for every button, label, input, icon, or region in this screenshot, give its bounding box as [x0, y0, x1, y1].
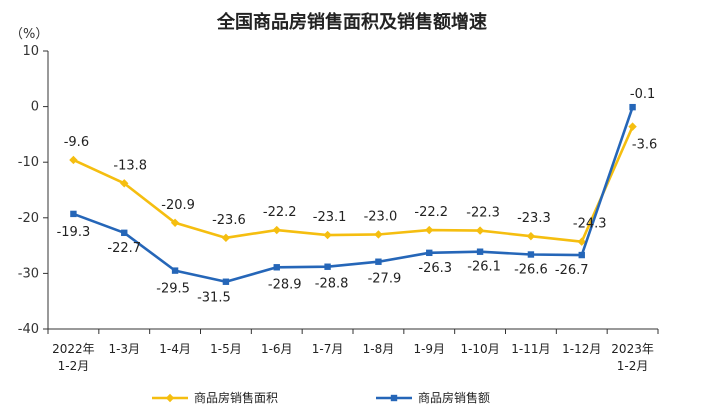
data-point-marker [273, 264, 280, 271]
data-label: -13.8 [113, 158, 147, 173]
series-line-1 [72, 126, 634, 244]
x-tick-label: 1-5月 [210, 342, 242, 356]
data-point-marker [221, 233, 231, 243]
x-tick-label: 1-8月 [363, 342, 395, 356]
chart-title: 全国商品房销售面积及销售额增速 [216, 11, 487, 33]
data-label: -23.3 [517, 211, 551, 226]
legend-label: 商品房销售面积 [194, 390, 278, 405]
x-tick-label-line: 1-6月 [261, 342, 293, 356]
x-tick-label-line: 1-3月 [108, 342, 140, 356]
data-label: -19.3 [57, 225, 91, 240]
x-tick-label: 1-11月 [511, 342, 550, 356]
x-tick-label-line: 1-2月 [58, 359, 90, 373]
data-label: -20.9 [161, 198, 195, 213]
x-tick-label: 1-6月 [261, 342, 293, 356]
data-point-marker [120, 179, 129, 188]
x-tick-label-line: 2023年 [611, 342, 654, 356]
x-tick-label-line: 1-7月 [312, 342, 344, 356]
x-tick-label-line: 1-10月 [460, 342, 499, 356]
data-point-marker [69, 155, 78, 165]
x-tick-label: 1-3月 [108, 342, 140, 356]
legend-marker [165, 393, 175, 403]
data-label: -3.6 [632, 138, 657, 153]
data-point-marker [272, 225, 281, 235]
x-tick-label-line: 1-4月 [159, 342, 191, 356]
x-tick-label-line: 1-8月 [363, 342, 395, 356]
y-tick-label: 10 [22, 44, 39, 59]
data-label: -22.2 [414, 205, 448, 220]
axes: 10 0 -10 -20 -30 -40 2022年 1-2月 1-3月 1-4月 1-5月 1-6月… [18, 44, 659, 373]
legend-label: 商品房销售额 [418, 390, 490, 405]
data-point-marker [426, 249, 433, 257]
data-point-marker [476, 248, 484, 255]
data-point-marker [475, 226, 485, 235]
data-point-marker [222, 278, 230, 285]
y-tick-label: 0 [31, 100, 39, 115]
data-point-marker [527, 251, 535, 258]
x-tick-label-line: 1-11月 [511, 342, 550, 356]
x-tick-label-line: 1-5月 [210, 342, 242, 356]
y-tick-label: -20 [18, 211, 39, 226]
data-point-marker [628, 122, 637, 131]
x-tick-label: 2023年 1-2月 [611, 342, 654, 373]
data-label: -28.9 [268, 277, 302, 292]
data-label: -26.3 [418, 261, 452, 276]
x-tick-label: 1-10月 [460, 342, 499, 356]
y-tick-label: -10 [18, 155, 39, 170]
data-label: -23.1 [313, 210, 347, 225]
data-label: -0.1 [630, 87, 655, 102]
y-tick-label: -30 [18, 266, 39, 281]
data-point-marker [323, 230, 332, 240]
data-point-marker [171, 267, 179, 274]
series-layer [69, 103, 637, 285]
x-tick-label: 2022年 1-2月 [52, 342, 95, 373]
data-point-marker [121, 229, 128, 237]
data-point-marker [526, 231, 536, 241]
data-point-marker [374, 230, 383, 239]
data-point-marker [170, 218, 180, 228]
data-label: -31.5 [197, 291, 231, 306]
data-label: -22.3 [466, 206, 500, 221]
data-label: -24.3 [573, 217, 607, 232]
data-point-marker [578, 251, 585, 259]
x-tick-label-line: 1-12月 [562, 342, 601, 356]
data-label: -26.7 [555, 263, 589, 278]
data-label: -23.0 [364, 209, 398, 224]
data-label: -22.7 [107, 241, 141, 256]
series-line-2 [72, 106, 634, 284]
data-point-marker [70, 210, 77, 218]
x-tick-label: 1-7月 [312, 342, 344, 356]
x-tick-label: 1-12月 [562, 342, 601, 356]
data-label: -9.6 [64, 135, 89, 150]
data-label: -22.2 [263, 205, 297, 220]
x-tick-label: 1-9月 [413, 342, 445, 356]
data-label: -29.5 [156, 282, 190, 297]
y-axis-unit: （%） [10, 27, 48, 42]
y-tick-label: -40 [18, 322, 39, 337]
data-label: -26.6 [514, 262, 548, 277]
data-label: -27.9 [368, 272, 402, 287]
x-tick-label: 1-4月 [159, 342, 191, 356]
data-point-marker [577, 237, 586, 246]
data-point-marker [324, 263, 331, 270]
data-labels: -9.6 -13.8 -20.9 -23.6 -22.2 -23.1 -23.0 -22.2 -… [57, 87, 658, 306]
x-tick-label-line: 1-9月 [413, 342, 445, 356]
data-point-marker [425, 225, 434, 235]
legend: 商品房销售面积 商品房销售额 [152, 390, 490, 405]
x-tick-label-line: 2022年 [52, 342, 95, 356]
x-tick-label-line: 1-2月 [617, 359, 649, 373]
data-label: -23.6 [212, 213, 246, 228]
data-label: -28.8 [315, 277, 349, 292]
data-point-marker [375, 258, 382, 265]
data-label: -26.1 [467, 260, 501, 275]
legend-marker [390, 394, 398, 402]
data-point-marker [629, 103, 636, 111]
